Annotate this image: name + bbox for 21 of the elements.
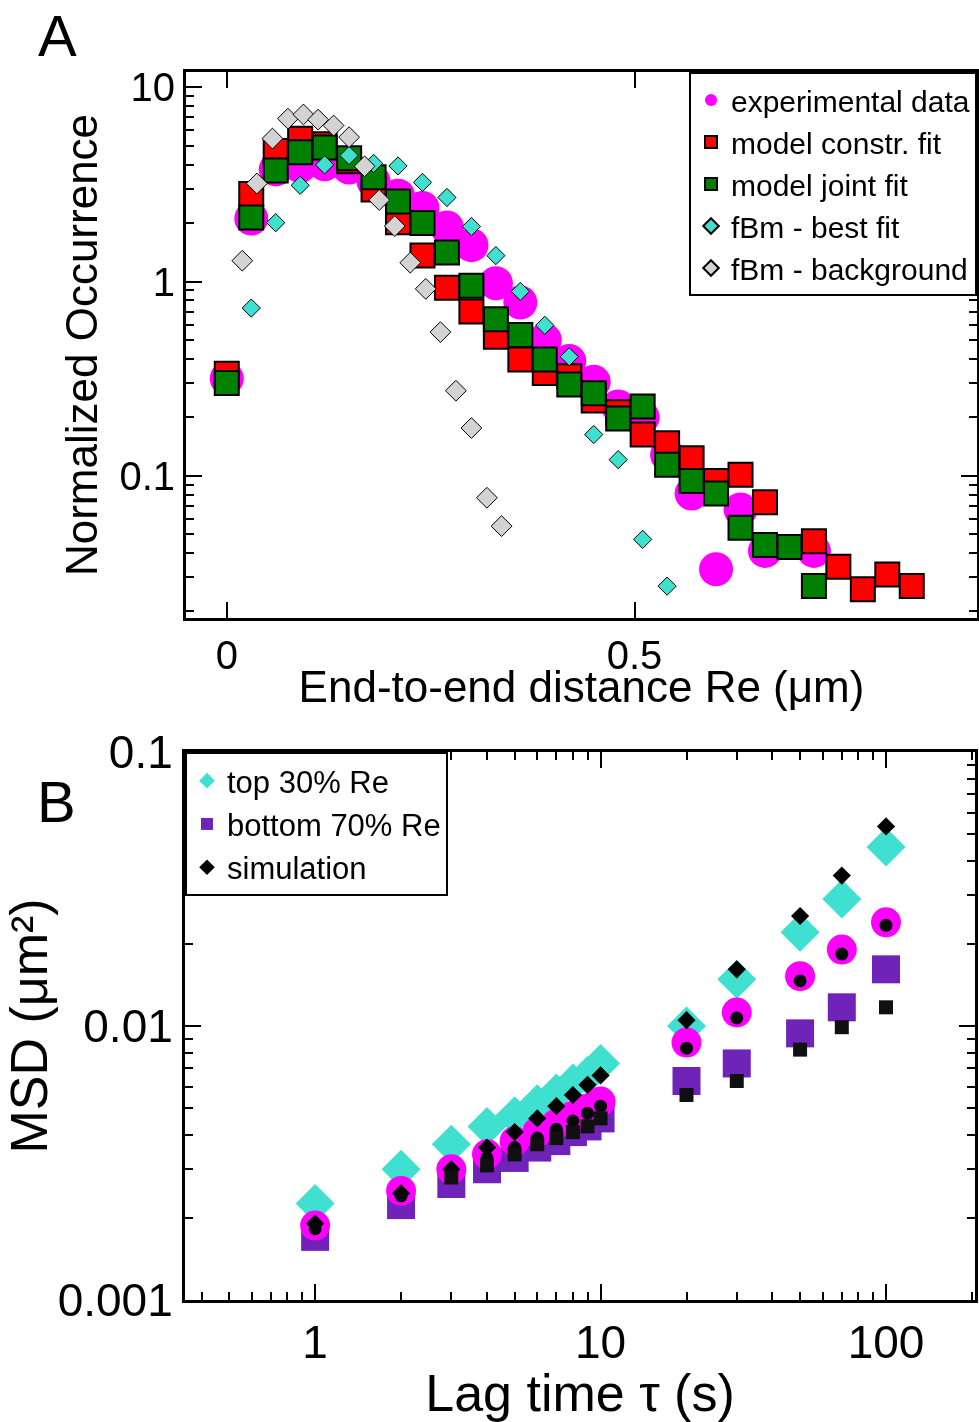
x-tick-label: 0 (215, 633, 238, 677)
legend-label: experimental data (731, 84, 970, 118)
y-axis-title: Normalized Occurrence (57, 113, 107, 577)
x-tick-label: 1 (302, 1316, 328, 1369)
y-tick-label: 0.1 (108, 726, 173, 779)
legend-label: fBm - background (731, 252, 968, 286)
text: A (38, 3, 77, 68)
legend-label: fBm - best fit (731, 210, 901, 244)
y-tick-label: 10 (130, 65, 175, 110)
y-tick-label: 0.001 (57, 1274, 173, 1327)
y-tick-label: 1 (152, 259, 175, 304)
legend-label: model joint fit (731, 168, 909, 202)
y-axis-title: MSD (μm²) (0, 898, 58, 1154)
legend-label: top 30% Re (227, 764, 389, 800)
y-tick-label: 0.01 (83, 1000, 173, 1053)
legend-label: bottom 70% Re (227, 808, 441, 844)
legend-label: model constr. fit (731, 126, 942, 160)
y-tick-label: 0.1 (119, 453, 175, 498)
text: B (37, 769, 76, 834)
legend-label: simulation (227, 851, 367, 887)
x-tick-label: 100 (847, 1316, 925, 1369)
